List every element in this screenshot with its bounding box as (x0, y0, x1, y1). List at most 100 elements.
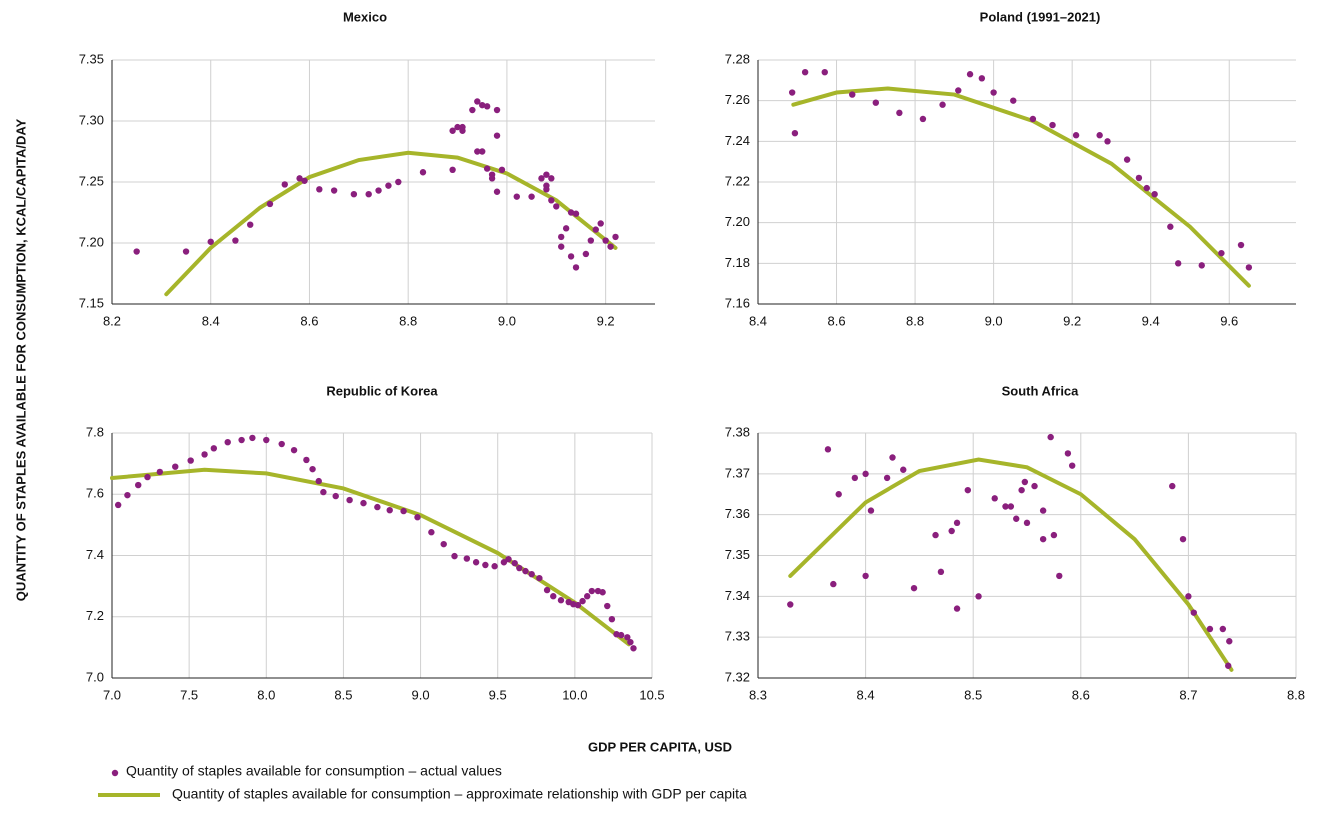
point (953, 519, 961, 527)
point (990, 89, 997, 96)
legend-marker (111, 769, 119, 777)
point (1010, 97, 1017, 104)
x-tick-label: 8.6 (1072, 687, 1090, 702)
x-axis-title: GDP PER CAPITA, USD (588, 739, 732, 754)
point (1143, 184, 1150, 192)
point (491, 563, 498, 570)
point (449, 166, 456, 173)
point (315, 477, 322, 485)
y-tick-label: 7.4 (86, 547, 104, 562)
point (513, 193, 520, 200)
point (849, 91, 856, 98)
point (483, 103, 491, 110)
point (290, 446, 298, 454)
point (479, 101, 486, 109)
point (488, 175, 496, 182)
point (953, 605, 961, 612)
point (1206, 625, 1214, 633)
chart-title: Republic of Korea (326, 383, 438, 398)
point (1237, 241, 1245, 249)
point (1135, 174, 1143, 182)
point (247, 221, 254, 228)
point (1068, 462, 1076, 469)
point (937, 568, 945, 576)
point (1064, 450, 1072, 457)
fit-line (791, 86, 1251, 288)
y-tick-label: 7.32 (725, 669, 750, 684)
point (562, 225, 570, 232)
point (1039, 507, 1047, 514)
point (572, 210, 580, 217)
point (224, 438, 231, 446)
x-tick-label: 9.4 (1142, 313, 1160, 328)
point (543, 186, 550, 193)
x-tick-label: 8.4 (749, 313, 767, 328)
x-tick-label: 8.2 (103, 313, 121, 328)
point (939, 101, 946, 108)
point (493, 132, 501, 139)
legend-label: Quantity of staples available for consum… (172, 786, 747, 802)
point (553, 203, 560, 210)
point (1013, 515, 1020, 522)
point (451, 552, 458, 560)
point (1007, 503, 1015, 510)
point (386, 506, 393, 514)
point (493, 188, 501, 195)
point (249, 434, 256, 442)
point (414, 514, 421, 521)
point (238, 436, 245, 444)
point (966, 71, 974, 78)
point (516, 564, 523, 572)
point (978, 75, 986, 82)
y-tick-label: 7.6 (86, 486, 104, 501)
point (498, 166, 506, 173)
y-tick-label: 7.35 (79, 51, 104, 66)
point (592, 226, 599, 233)
point (440, 540, 447, 548)
point (463, 555, 471, 562)
x-tick-label: 8.6 (300, 313, 318, 328)
x-tick-label: 9.2 (1063, 313, 1081, 328)
point (360, 499, 367, 507)
point (883, 474, 891, 482)
point (582, 250, 590, 258)
point (1047, 433, 1054, 441)
point (791, 130, 799, 137)
y-tick-label: 7.28 (725, 51, 750, 66)
y-tick-label: 7.20 (79, 234, 104, 249)
fit-line (110, 467, 631, 647)
point (385, 182, 392, 189)
x-tick-label: 9.2 (597, 313, 615, 328)
point (474, 98, 481, 105)
point (579, 597, 586, 605)
point (1056, 572, 1063, 580)
point (266, 200, 274, 208)
point (801, 69, 809, 76)
point (599, 589, 606, 596)
y-tick-label: 7.36 (725, 506, 750, 521)
point (428, 529, 435, 536)
point (278, 440, 285, 448)
point (543, 586, 551, 594)
point (602, 237, 609, 244)
fit-line (788, 457, 1234, 672)
point (1029, 115, 1037, 123)
point (400, 507, 407, 515)
point (263, 436, 270, 444)
point (787, 601, 794, 608)
point (500, 559, 508, 566)
point (395, 178, 402, 186)
y-tick-label: 7.30 (79, 112, 104, 127)
y-tick-label: 7.22 (725, 173, 750, 188)
point (1023, 519, 1031, 527)
point (301, 177, 308, 184)
point (788, 89, 796, 96)
point (588, 587, 596, 595)
point (557, 597, 565, 604)
point (483, 165, 491, 172)
point (919, 115, 927, 123)
y-tick-label: 7.24 (725, 133, 750, 148)
point (1174, 260, 1182, 267)
point (608, 616, 616, 623)
point (182, 248, 190, 255)
